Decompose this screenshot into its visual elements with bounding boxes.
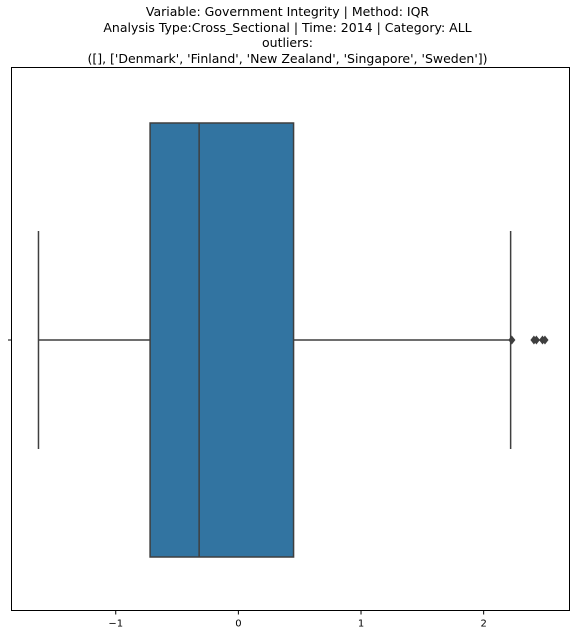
outlier-point	[508, 335, 516, 345]
iqr-box	[149, 122, 295, 558]
chart-title: Variable: Government Integrity | Method:…	[0, 4, 575, 66]
outlier-point	[541, 335, 549, 345]
x-tick-label: 1	[358, 619, 364, 630]
title-line-1: Variable: Government Integrity | Method:…	[145, 4, 430, 19]
outlier-point	[532, 335, 540, 345]
x-tick-label: 2	[480, 619, 486, 630]
title-line-4: ([], ['Denmark', 'Finland', 'New Zealand…	[87, 50, 488, 66]
x-tick-label: 0	[235, 619, 241, 630]
title-line-2: Analysis Type:Cross_Sectional | Time: 20…	[103, 19, 472, 35]
plot-area-frame	[11, 67, 570, 611]
title-line-3: outliers:	[262, 35, 313, 50]
x-tick-label: −1	[108, 619, 123, 630]
